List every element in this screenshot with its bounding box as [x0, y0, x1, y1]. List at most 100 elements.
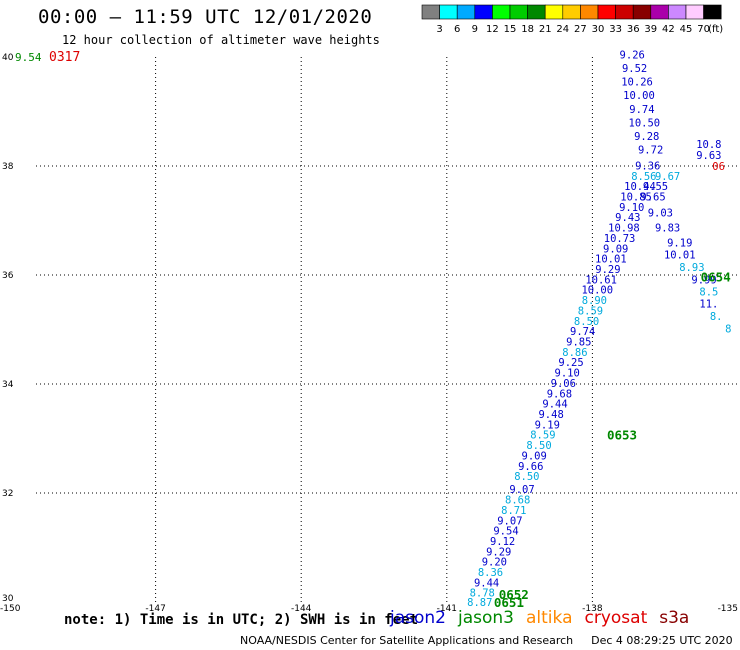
- swh-value: 10.01: [664, 249, 696, 261]
- swh-value: 10.44: [624, 181, 656, 193]
- timestamp-text: Dec 4 08:29:25 UTC 2020: [591, 634, 733, 647]
- swh-value: 9.09: [603, 243, 628, 255]
- satellite-altika: altika: [526, 608, 573, 628]
- swh-value: 8.86: [562, 347, 587, 359]
- lon-tick-label: -144: [291, 604, 312, 612]
- swh-value: 8: [725, 323, 731, 335]
- lon-tick-label: -138: [582, 604, 603, 612]
- footer-credit: NOAA/NESDIS Center for Satellite Applica…: [240, 634, 733, 647]
- pass-time-label: 0654: [701, 270, 731, 285]
- chart-title: 00:00 – 11:59 UTC 12/01/2020: [38, 6, 373, 28]
- legend-tick-label: 6: [454, 24, 460, 35]
- swh-value: 9.44: [474, 577, 499, 589]
- swh-value: 8.50: [574, 316, 599, 328]
- swh-value: 9.36: [635, 160, 660, 172]
- swh-value: 8.: [710, 311, 723, 323]
- satellite-jason2: jason2: [390, 608, 446, 628]
- swh-value: 9.66: [518, 461, 543, 473]
- legend-tick-label: 21: [539, 24, 552, 35]
- swh-value: 9.07: [509, 484, 534, 496]
- legend-unit: (ft): [708, 24, 723, 35]
- legend-tick-label: 42: [662, 24, 675, 35]
- swh-value: 9.12: [490, 536, 515, 548]
- legend-tick-label: 30: [592, 24, 605, 35]
- swh-value: 9.99: [691, 274, 716, 286]
- swh-value: 9.19: [667, 237, 692, 249]
- swh-value: 10.85: [620, 192, 652, 204]
- swh-value: 9.52: [622, 63, 647, 75]
- swh-value: 06: [712, 161, 725, 173]
- legend-tick-label: 70: [697, 24, 710, 35]
- swh-value: 8.68: [505, 495, 530, 507]
- swh-value: 9.68: [547, 388, 572, 400]
- lat-tick-label: 30: [2, 594, 14, 604]
- legend-tick-label: 3: [436, 24, 442, 35]
- lat-tick-label: 36: [2, 271, 14, 281]
- lon-tick-label: -141: [437, 604, 457, 612]
- swh-value: 9.55: [643, 181, 668, 193]
- swh-value: 10.50: [629, 117, 661, 129]
- lat-tick-label: 32: [2, 489, 13, 499]
- swh-value: 9.74: [570, 326, 595, 338]
- swh-value: 9.03: [648, 207, 673, 219]
- pass-time-label: 0653: [607, 428, 637, 443]
- swh-value: 9.29: [486, 546, 511, 558]
- swh-value: 8.93: [679, 262, 704, 274]
- footer-note: note: 1) Time is in UTC; 2) SWH is in fe…: [64, 612, 419, 628]
- satellite-s3a: s3a: [659, 608, 690, 628]
- legend-tick-label: 18: [521, 24, 534, 35]
- swh-value: 10.00: [581, 285, 613, 297]
- swh-value: 10.01: [595, 254, 627, 266]
- lon-tick-label: -150: [0, 604, 21, 612]
- legend-tick-label: 9: [472, 24, 478, 35]
- swh-value: 9.85: [566, 336, 591, 348]
- corner-time-label: 0317: [49, 50, 80, 65]
- swh-value: 8.5: [699, 286, 718, 298]
- corner-swh-label: 9.54: [15, 51, 42, 64]
- legend-tick-label: 27: [574, 24, 587, 35]
- legend-tick-label: 15: [504, 24, 517, 35]
- swh-value: 10.00: [623, 90, 655, 102]
- credit-text: NOAA/NESDIS Center for Satellite Applica…: [240, 634, 574, 647]
- swh-value: 10.61: [585, 274, 617, 286]
- swh-value: 8.87: [467, 597, 492, 609]
- swh-value: 9.83: [655, 223, 680, 235]
- swh-value: 9.10: [619, 202, 644, 214]
- swh-value: 9.74: [629, 104, 654, 116]
- lon-tick-label: -135: [718, 604, 738, 612]
- legend-tick-label: 12: [486, 24, 499, 35]
- legend-swatch: [703, 4, 722, 20]
- swh-value: 8.71: [501, 505, 526, 517]
- swh-value: 9.19: [535, 419, 560, 431]
- pass-time-label: 0651: [494, 595, 524, 610]
- swh-value: 9.07: [497, 515, 522, 527]
- swh-value: 9.44: [542, 399, 567, 411]
- swh-value: 10.98: [608, 223, 640, 235]
- swh-value: 9.43: [615, 212, 640, 224]
- swh-value: 9.28: [634, 131, 659, 143]
- swh-value: 9.06: [551, 378, 576, 390]
- swh-value: 9.29: [595, 264, 620, 276]
- swh-value: 9.20: [482, 557, 507, 569]
- swh-value: 9.67: [655, 171, 680, 183]
- pass-time-label: 0652: [499, 587, 529, 602]
- swh-value: 11.: [699, 298, 718, 310]
- legend-tick-label: 33: [609, 24, 622, 35]
- swh-value: 8.36: [478, 567, 503, 579]
- swh-value: 10.8: [696, 139, 721, 151]
- swh-value: 9.63: [696, 150, 721, 162]
- swh-value: 8.50: [526, 440, 551, 452]
- swh-value: 9.48: [538, 409, 563, 421]
- satellite-legend: jason2 jason3 altika cryosat s3a: [390, 608, 701, 628]
- swh-value: 8.90: [582, 295, 607, 307]
- swh-value: 9.72: [638, 145, 663, 157]
- swh-value: 8.59: [578, 305, 603, 317]
- swh-value: 10.26: [621, 77, 653, 89]
- legend-tick-label: 39: [644, 24, 657, 35]
- lon-tick-label: -147: [145, 604, 165, 612]
- chart-subtitle: 12 hour collection of altimeter wave hei…: [62, 33, 380, 47]
- swh-value: 9.09: [522, 450, 547, 462]
- lat-tick-label: 40: [2, 53, 14, 63]
- satellite-cryosat: cryosat: [584, 608, 648, 628]
